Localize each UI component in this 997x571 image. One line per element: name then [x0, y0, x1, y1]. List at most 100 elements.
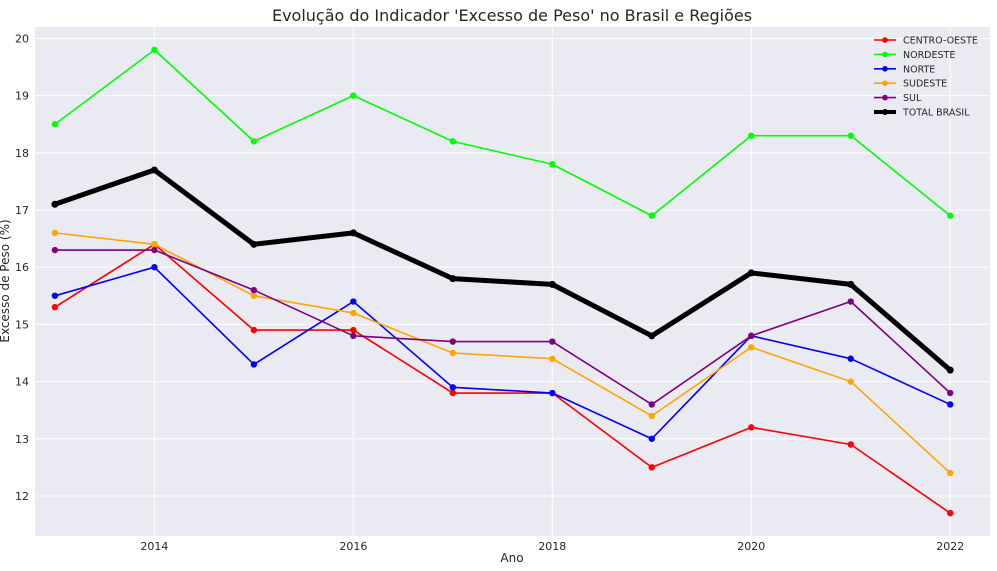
data-point	[51, 121, 59, 128]
y-tick-label: 12	[15, 490, 29, 503]
series-line	[54, 49, 951, 217]
x-axis-label: Ano	[500, 551, 523, 565]
series-line	[54, 249, 951, 406]
data-point	[648, 401, 655, 408]
data-point	[549, 161, 556, 168]
data-point	[847, 378, 854, 385]
series-layer	[51, 46, 954, 517]
data-point	[946, 366, 954, 374]
y-tick-label: 16	[15, 261, 29, 274]
data-point	[350, 92, 357, 99]
legend-item: NORTE	[874, 64, 935, 75]
series-sul	[51, 246, 954, 408]
data-point	[648, 212, 655, 219]
data-point	[847, 441, 854, 448]
data-point	[350, 326, 357, 334]
data-point	[250, 240, 258, 248]
data-point	[748, 332, 755, 340]
data-point	[151, 46, 158, 54]
legend-marker	[882, 37, 888, 43]
data-point	[151, 264, 158, 271]
data-point	[350, 332, 357, 340]
tick-labels: 12 13 14 15 16 17 18 19 20 2014 2016 2018 2020 2022	[15, 32, 964, 553]
data-point	[151, 246, 158, 254]
data-point	[51, 200, 59, 208]
data-point	[250, 138, 258, 145]
data-point	[648, 464, 655, 471]
data-point	[250, 286, 258, 294]
data-point	[648, 412, 655, 420]
data-point	[350, 309, 357, 317]
data-point	[947, 212, 954, 219]
chart-title: Evolução do Indicador 'Excesso de Peso' …	[272, 6, 752, 25]
data-point	[449, 338, 457, 345]
data-point	[648, 332, 656, 340]
legend-marker	[882, 109, 888, 115]
series-total-brasil	[51, 166, 954, 374]
legend-item: NORDESTE	[874, 50, 955, 61]
y-axis-label: Excesso de Peso (%)	[0, 219, 12, 342]
data-point	[449, 138, 457, 145]
data-point	[151, 241, 158, 248]
y-tick-label: 13	[15, 433, 29, 446]
data-point	[748, 344, 755, 351]
data-point	[51, 304, 59, 311]
data-point	[947, 509, 954, 517]
data-point	[947, 389, 954, 397]
data-point	[51, 292, 59, 299]
legend-label: SUDESTE	[903, 79, 947, 90]
x-tick-label: 2016	[339, 540, 367, 553]
data-point	[748, 424, 755, 431]
legend-label: NORDESTE	[903, 50, 955, 61]
series-line	[54, 266, 951, 440]
data-point	[449, 389, 457, 397]
data-point	[449, 384, 457, 391]
data-point	[548, 280, 556, 288]
data-point	[51, 246, 59, 254]
legend-item: TOTAL BRASIL	[874, 108, 970, 119]
legend-marker	[882, 51, 888, 58]
data-point	[449, 349, 457, 357]
data-point	[449, 275, 457, 283]
data-point	[250, 326, 258, 334]
x-tick-label: 2022	[936, 540, 964, 553]
data-point	[847, 132, 854, 139]
data-point	[847, 280, 855, 288]
series-nordeste	[51, 46, 954, 219]
legend-label: SUL	[903, 93, 922, 104]
legend-marker	[882, 94, 888, 101]
data-point	[947, 401, 954, 408]
data-point	[350, 298, 357, 305]
x-tick-label: 2014	[140, 540, 168, 553]
y-tick-label: 20	[15, 32, 29, 45]
series-line	[54, 243, 951, 514]
data-point	[51, 229, 59, 237]
data-point	[747, 269, 755, 277]
data-point	[748, 132, 755, 139]
x-tick-label: 2020	[737, 540, 765, 553]
data-point	[250, 292, 258, 299]
legend-label: CENTRO-OESTE	[903, 36, 978, 47]
y-tick-label: 19	[15, 90, 29, 103]
series-line	[54, 167, 952, 373]
legend-marker	[882, 80, 888, 86]
legend-item: SUDESTE	[874, 79, 947, 90]
data-point	[349, 229, 357, 237]
data-point	[947, 469, 954, 477]
data-point	[250, 361, 258, 368]
y-tick-label: 14	[15, 376, 29, 389]
x-tick-label: 2018	[538, 540, 566, 553]
data-point	[648, 435, 655, 442]
legend-item: CENTRO-OESTE	[874, 36, 978, 47]
y-tick-label: 17	[15, 204, 29, 217]
data-point	[549, 355, 556, 362]
legend-marker	[882, 66, 888, 72]
y-tick-label: 15	[15, 318, 29, 331]
data-point	[847, 298, 854, 305]
y-tick-label: 18	[15, 147, 29, 160]
legend: CENTRO-OESTE NORDESTE NORTE SUDESTE SUL TOTAL…	[874, 36, 978, 119]
data-point	[549, 338, 556, 345]
data-point	[847, 355, 854, 362]
